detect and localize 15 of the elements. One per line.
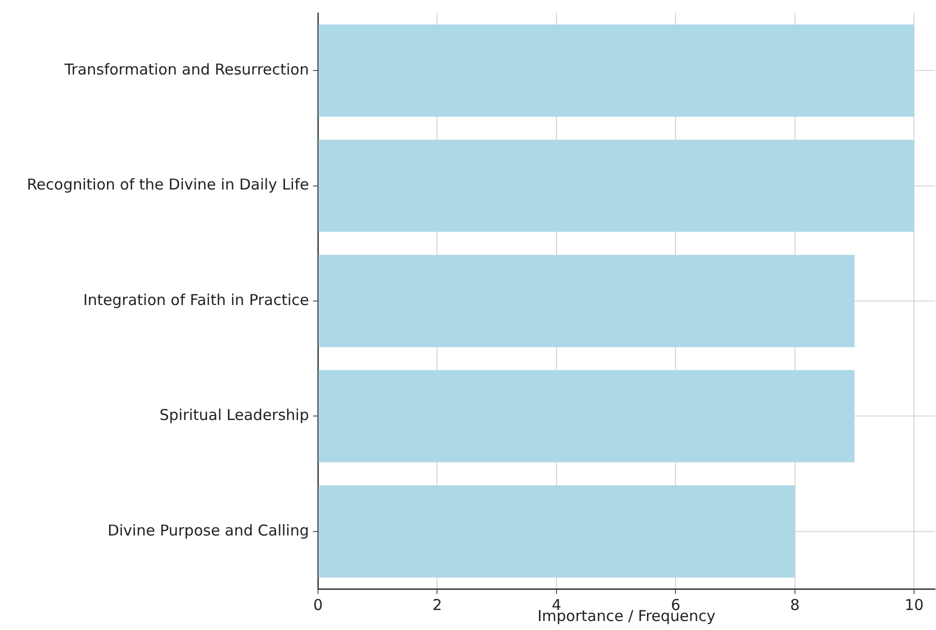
bar [318, 254, 855, 348]
x-tick-label: 10 [904, 596, 924, 614]
x-tick-label: 0 [313, 596, 323, 614]
y-tick-label: Integration of Faith in Practice [83, 290, 309, 309]
y-tick-label: Spiritual Leadership [159, 406, 309, 424]
y-tick-label: Recognition of the Divine in Daily Life [26, 176, 309, 194]
bar [318, 140, 914, 232]
x-tick-label: 8 [790, 596, 800, 614]
y-tick-label: Divine Purpose and Calling [108, 521, 309, 540]
y-tick-label: Transformation and Resurrection [63, 60, 309, 78]
x-tick-label: 6 [670, 596, 680, 614]
x-tick-label: 2 [432, 596, 442, 614]
bar [318, 370, 855, 462]
bar [318, 24, 914, 117]
bar [318, 485, 795, 578]
